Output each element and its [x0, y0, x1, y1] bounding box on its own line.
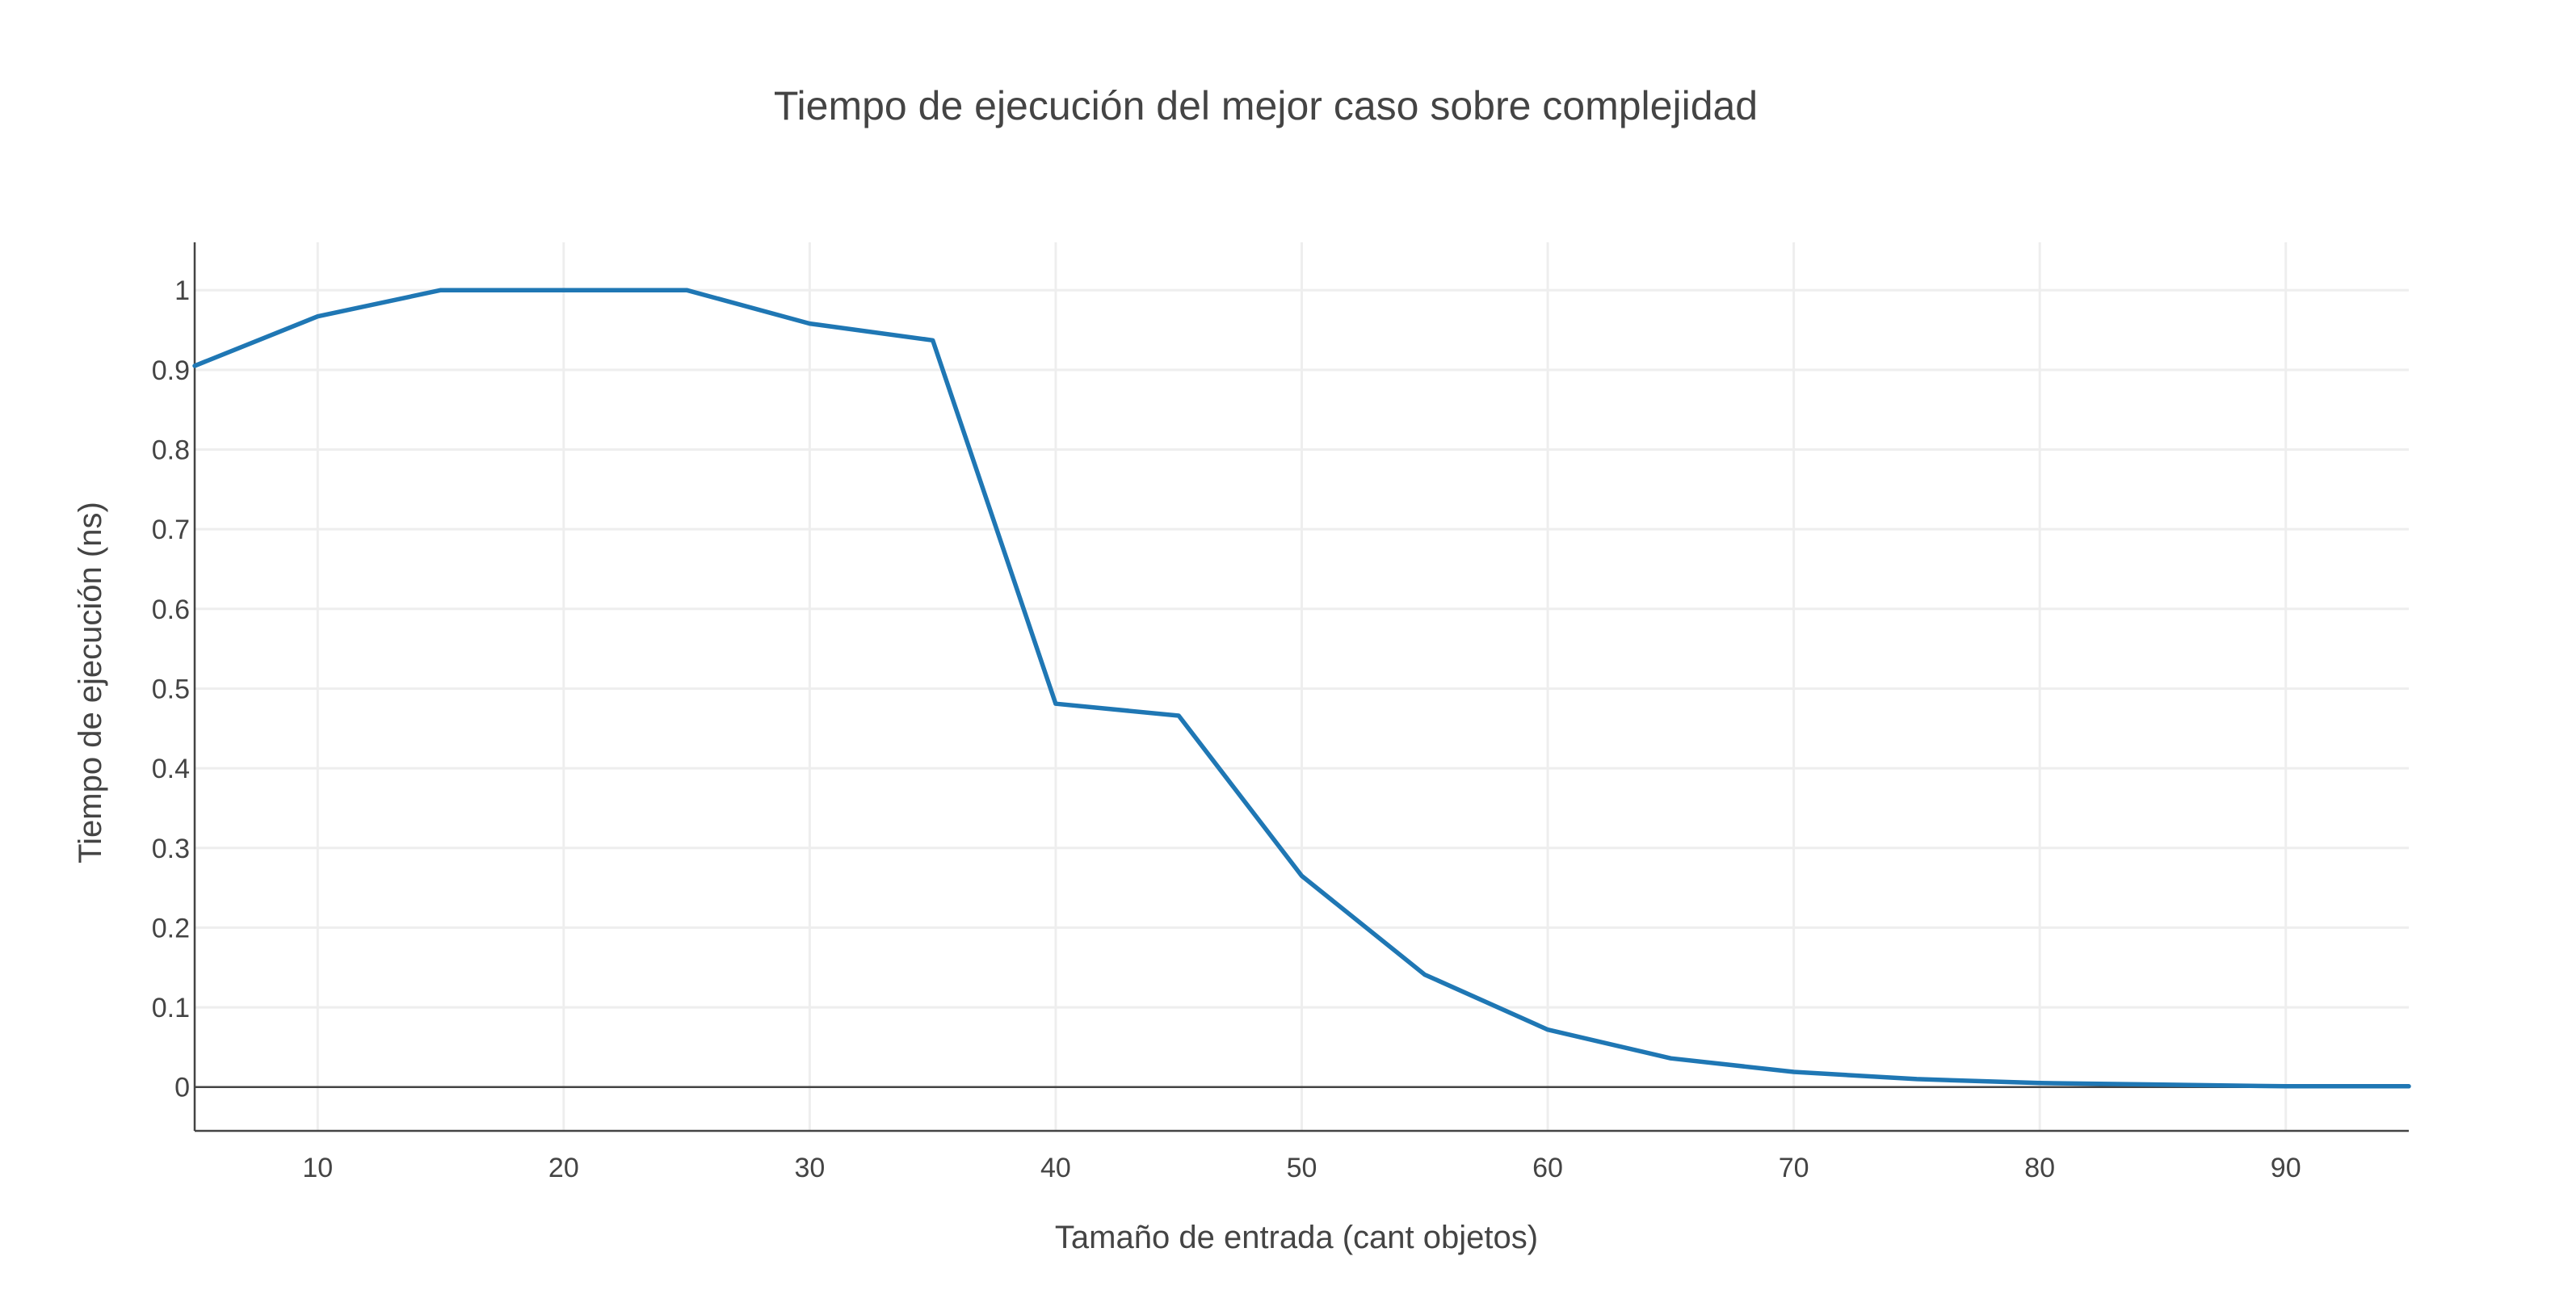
x-tick-label: 20	[548, 1153, 579, 1183]
y-tick-label: 0.1	[152, 993, 190, 1023]
x-axis-ticks: 10 20 30 40 50 60 70 80 90	[302, 1153, 2301, 1183]
y-tick-label: 0.3	[152, 834, 190, 864]
x-tick-label: 40	[1040, 1153, 1071, 1183]
x-tick-label: 90	[2271, 1153, 2301, 1183]
y-axis-title: Tiempo de ejecución (ns)	[73, 502, 108, 863]
chart-title: Tiempo de ejecución del mejor caso sobre…	[774, 83, 1758, 128]
y-axis-ticks: 0 0.1 0.2 0.3 0.4 0.5 0.6 0.7 0.8 0.9 1	[152, 275, 190, 1103]
y-tick-label: 0.7	[152, 515, 190, 545]
x-axis-title: Tamaño de entrada (cant objetos)	[1055, 1220, 1538, 1255]
x-tick-label: 50	[1287, 1153, 1317, 1183]
y-tick-label: 0.6	[152, 595, 190, 625]
axes	[193, 242, 2409, 1132]
x-tick-label: 10	[302, 1153, 333, 1183]
y-tick-label: 0.9	[152, 355, 190, 386]
gridlines	[195, 242, 2409, 1131]
x-tick-label: 30	[794, 1153, 825, 1183]
y-tick-label: 0.4	[152, 754, 190, 784]
x-tick-label: 60	[1532, 1153, 1563, 1183]
x-tick-label: 70	[1779, 1153, 1809, 1183]
series-layer	[192, 288, 2411, 1089]
y-tick-label: 0.8	[152, 435, 190, 466]
y-tick-label: 1	[174, 275, 190, 306]
x-tick-label: 80	[2024, 1153, 2055, 1183]
y-tick-label: 0.2	[152, 913, 190, 943]
series-line	[192, 288, 2411, 1089]
y-tick-label: 0	[174, 1073, 190, 1103]
y-tick-label: 0.5	[152, 674, 190, 704]
